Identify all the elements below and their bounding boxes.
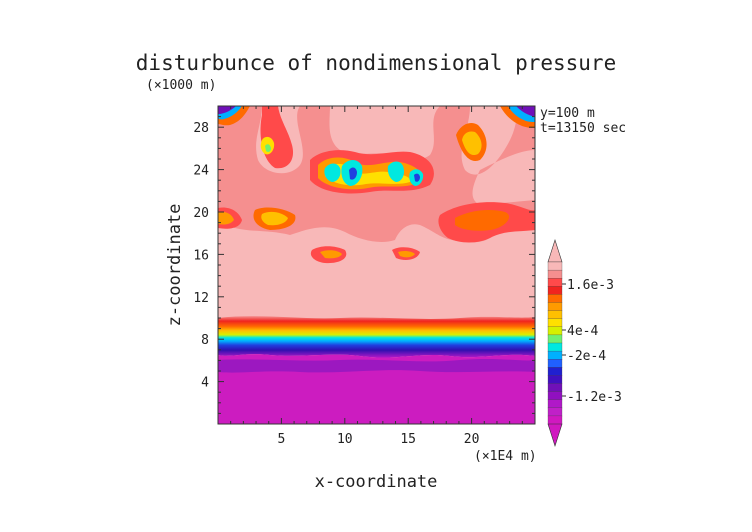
x-unit-label: (×1E4 m) bbox=[474, 449, 537, 464]
colorbar-tick-label: 1.6e-3 bbox=[567, 278, 614, 293]
colorbar-swatch bbox=[547, 286, 563, 295]
x-tick-label: 10 bbox=[337, 432, 353, 447]
x-axis-label: x-coordinate bbox=[315, 472, 438, 492]
colorbar-swatch bbox=[547, 318, 563, 328]
colorbar-tick-label: 4e-4 bbox=[567, 324, 598, 339]
annotation-t: t=13150 sec bbox=[540, 121, 626, 136]
colorbar-swatch bbox=[547, 350, 563, 360]
y-tick-label: 12 bbox=[193, 291, 209, 306]
colorbar-swatch bbox=[547, 302, 563, 312]
colorbar-swatch bbox=[547, 261, 563, 271]
y-unit-label: (×1000 m) bbox=[146, 78, 216, 93]
colorbar-swatch bbox=[547, 342, 563, 352]
colorbar-tick-label: -2e-4 bbox=[567, 349, 606, 364]
colorbar-swatch bbox=[547, 383, 563, 393]
x-axis: 5 10 15 20 bbox=[230, 106, 523, 447]
colorbar-swatch bbox=[547, 391, 563, 401]
colorbar-tick-label: -1.2e-3 bbox=[567, 390, 622, 405]
colorbar-swatch bbox=[547, 407, 563, 417]
colorbar-swatch bbox=[547, 269, 563, 279]
y-tick-label: 16 bbox=[193, 248, 209, 263]
y-axis: 4 8 12 16 20 24 28 bbox=[193, 116, 535, 414]
x-tick-label: 5 bbox=[277, 432, 285, 447]
y-tick-label: 8 bbox=[201, 333, 209, 348]
colorbar-swatch bbox=[547, 326, 563, 336]
transition-band bbox=[218, 316, 535, 358]
colorbar: 1.6e-3 4e-4 -2e-4 -1.2e-3 bbox=[547, 239, 622, 447]
y-tick-label: 20 bbox=[193, 206, 209, 221]
colorbar-swatch bbox=[547, 367, 563, 376]
annotation-y: y=100 m bbox=[540, 106, 595, 121]
colorbar-swatch bbox=[547, 294, 563, 303]
colorbar-swatch bbox=[547, 278, 563, 287]
colorbar-swatch bbox=[547, 310, 563, 320]
upper-features bbox=[218, 106, 535, 264]
y-tick-label: 4 bbox=[201, 376, 209, 391]
colorbar-swatch bbox=[547, 399, 563, 409]
colorbar-swatch bbox=[547, 359, 563, 368]
colorbar-swatch bbox=[547, 375, 563, 384]
y-axis-label: z-coordinate bbox=[165, 204, 185, 327]
y-tick-label: 28 bbox=[193, 121, 209, 136]
plot-area bbox=[218, 106, 535, 424]
y-tick-label: 24 bbox=[193, 164, 209, 179]
colorbar-bottom-arrow bbox=[547, 423, 563, 447]
colorbar-swatch bbox=[547, 334, 563, 344]
colorbar-top-arrow bbox=[547, 239, 563, 263]
colorbar-swatch bbox=[547, 415, 563, 425]
chart-title: disturbunce of nondimensional pressure bbox=[136, 51, 616, 75]
x-tick-label: 15 bbox=[400, 432, 416, 447]
x-tick-label: 20 bbox=[464, 432, 480, 447]
